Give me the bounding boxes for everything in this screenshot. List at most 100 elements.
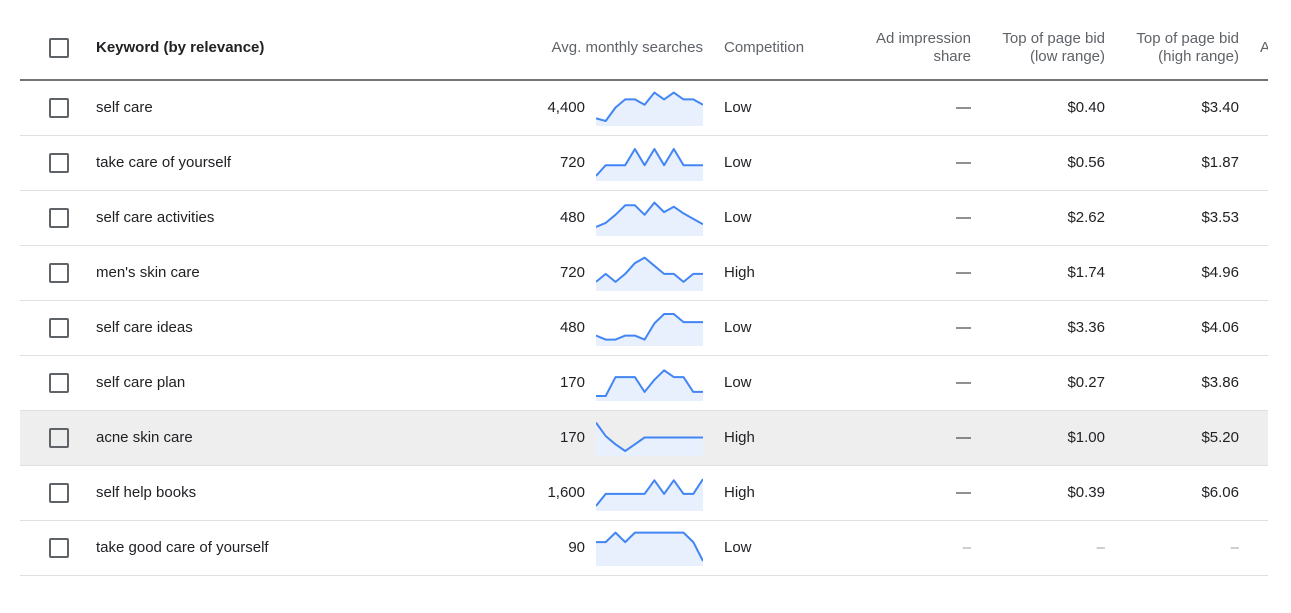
table-row: self help books 1,600 High — $0.39 $6.06 bbox=[20, 466, 1268, 521]
row-checkbox[interactable] bbox=[49, 153, 69, 173]
row-checkbox[interactable] bbox=[49, 373, 69, 393]
competition-cell: Low bbox=[724, 539, 752, 556]
high-bid-cell: $3.86 bbox=[1201, 374, 1239, 391]
sparkline-area bbox=[596, 149, 703, 181]
competition-cell: High bbox=[724, 264, 755, 281]
high-bid-cell: $3.53 bbox=[1201, 209, 1239, 226]
ad-impression-cell: — bbox=[956, 154, 971, 171]
searches-cell: 90 bbox=[568, 539, 585, 556]
row-checkbox[interactable] bbox=[49, 263, 69, 283]
table-row: take care of yourself 720 Low — $0.56 $1… bbox=[20, 136, 1268, 191]
row-checkbox[interactable] bbox=[49, 208, 69, 228]
competition-cell: Low bbox=[724, 154, 752, 171]
table-row-highlighted: acne skin care 170 High — $1.00 $5.20 bbox=[20, 411, 1268, 466]
competition-cell: High bbox=[724, 429, 755, 446]
trend-sparkline bbox=[596, 369, 703, 401]
sparkline-area bbox=[596, 479, 703, 511]
keyword-cell: take good care of yourself bbox=[96, 539, 269, 556]
trend-sparkline bbox=[596, 422, 703, 456]
searches-cell: 170 bbox=[559, 374, 585, 391]
trend-sparkline bbox=[596, 148, 703, 181]
low-bid-cell: $0.40 bbox=[1067, 99, 1105, 116]
sparkline-line bbox=[596, 91, 703, 122]
searches-cell: 170 bbox=[559, 429, 585, 446]
row-checkbox[interactable] bbox=[49, 538, 69, 558]
searches-cell: 480 bbox=[559, 319, 585, 336]
trend-sparkline bbox=[596, 531, 703, 566]
select-all-checkbox[interactable] bbox=[49, 38, 69, 58]
ad-impression-cell: — bbox=[956, 209, 971, 226]
ad-impression-cell: – bbox=[962, 539, 971, 556]
ad-impression-cell: — bbox=[956, 429, 971, 446]
table-row: self care ideas 480 Low — $3.36 $4.06 bbox=[20, 301, 1268, 356]
table-row: men's skin care 720 High — $1.74 $4.96 bbox=[20, 246, 1268, 301]
low-bid-cell: $1.00 bbox=[1067, 429, 1105, 446]
trend-sparkline bbox=[596, 478, 703, 511]
high-bid-cell: $1.87 bbox=[1201, 154, 1239, 171]
low-bid-cell: $0.56 bbox=[1067, 154, 1105, 171]
ad-impression-cell: — bbox=[956, 99, 971, 116]
table-row: self care plan 170 Low — $0.27 $3.86 bbox=[20, 356, 1268, 411]
row-checkbox[interactable] bbox=[49, 428, 69, 448]
high-bid-cell: $3.40 bbox=[1201, 99, 1239, 116]
header-top-bid-low-line1: Top of page bid bbox=[1002, 30, 1105, 47]
sparkline-line bbox=[596, 313, 703, 341]
header-top-bid-low-line2: (low range) bbox=[1029, 48, 1105, 65]
header-competition[interactable]: Competition bbox=[724, 39, 805, 56]
sparkline-area bbox=[596, 202, 703, 236]
low-bid-cell: $0.27 bbox=[1067, 374, 1105, 391]
row-checkbox[interactable] bbox=[49, 318, 69, 338]
row-checkbox[interactable] bbox=[49, 98, 69, 118]
searches-cell: 480 bbox=[559, 209, 585, 226]
searches-cell: 720 bbox=[559, 264, 585, 281]
sparkline-line bbox=[596, 369, 703, 397]
competition-cell: Low bbox=[724, 209, 752, 226]
searches-cell: 720 bbox=[559, 154, 585, 171]
header-ad-impression-line1: Ad impression bbox=[875, 30, 971, 47]
table-row: self care 4,400 Low — $0.40 $3.40 bbox=[20, 81, 1268, 136]
keyword-table: Keyword (by relevance) Avg. monthly sear… bbox=[20, 18, 1268, 576]
keyword-cell: self care plan bbox=[96, 374, 186, 391]
sparkline-line bbox=[596, 201, 703, 228]
table-row: self care activities 480 Low — $2.62 $3.… bbox=[20, 191, 1268, 246]
header-avg-monthly-searches[interactable]: Avg. monthly searches bbox=[551, 39, 703, 56]
table-row: take good care of yourself 90 Low – – – bbox=[20, 521, 1268, 576]
header-ad-impression-share[interactable]: Ad impression share bbox=[876, 30, 971, 66]
trend-sparkline bbox=[596, 201, 703, 236]
keyword-cell: take care of yourself bbox=[96, 154, 232, 171]
header-keyword[interactable]: Keyword (by relevance) bbox=[96, 39, 265, 56]
keyword-cell: self care bbox=[96, 99, 153, 116]
trend-sparkline bbox=[596, 91, 703, 126]
sparkline-line bbox=[596, 531, 703, 562]
header-top-bid-low[interactable]: Top of page bid (low range) bbox=[1002, 30, 1105, 66]
header-ad-impression-line2: share bbox=[933, 48, 971, 65]
header-top-bid-high-line1: Top of page bid bbox=[1136, 30, 1239, 47]
sparkline-line bbox=[596, 478, 703, 507]
searches-cell: 4,400 bbox=[547, 99, 585, 116]
low-bid-cell: $3.36 bbox=[1067, 319, 1105, 336]
searches-cell: 1,600 bbox=[547, 484, 585, 501]
low-bid-cell: $2.62 bbox=[1067, 209, 1105, 226]
sparkline-line bbox=[596, 422, 703, 452]
high-bid-cell: $4.06 bbox=[1201, 319, 1239, 336]
keyword-cell: men's skin care bbox=[96, 264, 200, 281]
header-top-bid-high-line2: (high range) bbox=[1158, 48, 1239, 65]
competition-cell: Low bbox=[724, 319, 752, 336]
ad-impression-cell: — bbox=[956, 374, 971, 391]
competition-cell: Low bbox=[724, 99, 752, 116]
header-truncated-column[interactable]: A bbox=[1260, 39, 1268, 56]
keyword-cell: self care ideas bbox=[96, 319, 193, 336]
competition-cell: Low bbox=[724, 374, 752, 391]
sparkline-area bbox=[596, 257, 703, 291]
high-bid-cell: $5.20 bbox=[1201, 429, 1239, 446]
header-top-bid-high[interactable]: Top of page bid (high range) bbox=[1136, 30, 1239, 66]
low-bid-cell: – bbox=[1096, 539, 1105, 556]
row-checkbox[interactable] bbox=[49, 483, 69, 503]
sparkline-area bbox=[596, 314, 703, 346]
high-bid-cell: $4.96 bbox=[1201, 264, 1239, 281]
high-bid-cell: – bbox=[1230, 539, 1239, 556]
trend-sparkline bbox=[596, 313, 703, 346]
keyword-cell: self help books bbox=[96, 484, 197, 501]
low-bid-cell: $0.39 bbox=[1067, 484, 1105, 501]
ad-impression-cell: — bbox=[956, 264, 971, 281]
